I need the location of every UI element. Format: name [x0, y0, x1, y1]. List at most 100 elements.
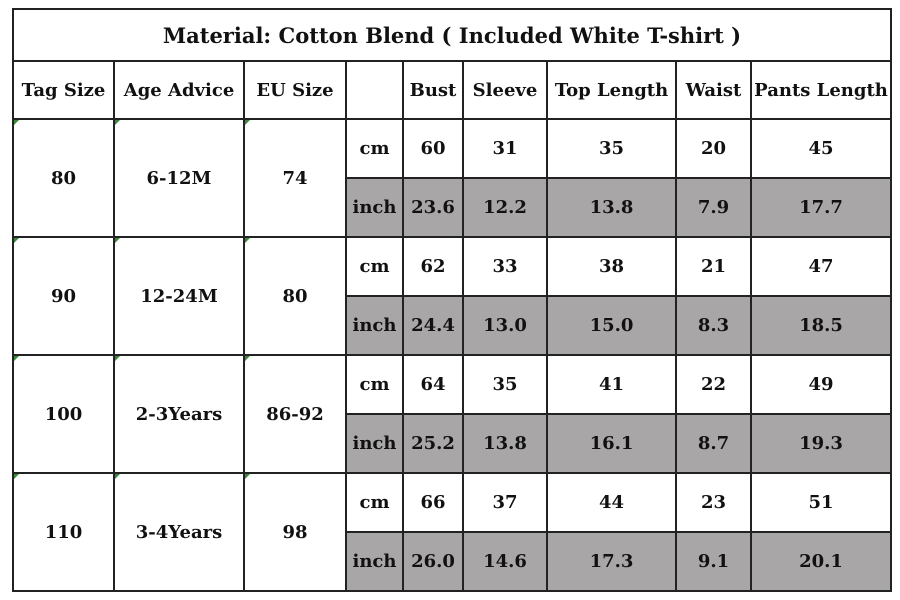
tag-size-cell: 100 [12, 354, 115, 474]
header-waist: Waist [675, 60, 752, 120]
size-chart-table: Material: Cotton Blend ( Included White … [12, 8, 892, 592]
bust-value: 24.4 [402, 295, 464, 356]
sleeve-value: 13.8 [462, 413, 548, 474]
tag-size-cell: 80 [12, 118, 115, 238]
top-length-value: 44 [546, 472, 677, 533]
sleeve-value: 37 [462, 472, 548, 533]
corner-mark-icon [246, 357, 250, 361]
eu-size-cell: 80 [243, 236, 347, 356]
pants-length-value: 45 [750, 118, 892, 179]
age-advice-value: 2-3Years [135, 403, 223, 425]
table-row: inch 25.2 13.8 16.1 8.7 19.3 [13, 413, 892, 474]
bust-value: 25.2 [402, 413, 464, 474]
bust-value: 23.6 [402, 177, 464, 238]
unit-cm: cm [345, 118, 404, 179]
corner-mark-icon [116, 357, 120, 361]
pants-length-value: 18.5 [750, 295, 892, 356]
top-length-value: 41 [546, 354, 677, 415]
waist-value: 20 [675, 118, 752, 179]
corner-mark-icon [15, 475, 19, 479]
eu-size-value: 98 [282, 521, 308, 543]
tag-size-value: 90 [50, 285, 77, 307]
corner-mark-icon [116, 239, 120, 243]
eu-size-value: 80 [282, 285, 308, 307]
top-length-value: 16.1 [546, 413, 677, 474]
unit-cm: cm [345, 236, 404, 297]
pants-length-value: 20.1 [750, 531, 892, 592]
bust-value: 64 [402, 354, 464, 415]
header-top-length: Top Length [546, 60, 677, 120]
bust-value: 60 [402, 118, 464, 179]
waist-value: 23 [675, 472, 752, 533]
eu-size-value: 74 [282, 167, 308, 189]
tag-size-value: 80 [50, 167, 77, 189]
pants-length-value: 51 [750, 472, 892, 533]
pants-length-value: 47 [750, 236, 892, 297]
unit-inch: inch [345, 531, 404, 592]
age-advice-value: 3-4Years [135, 521, 223, 543]
table-row: inch 26.0 14.6 17.3 9.1 20.1 [13, 531, 892, 592]
header-sleeve: Sleeve [462, 60, 548, 120]
top-length-value: 17.3 [546, 531, 677, 592]
sleeve-value: 31 [462, 118, 548, 179]
header-pants-length: Pants Length [750, 60, 892, 120]
eu-size-value: 86-92 [266, 403, 324, 425]
tag-size-cell: 90 [12, 236, 115, 356]
waist-value: 21 [675, 236, 752, 297]
table-row: inch 23.6 12.2 13.8 7.9 17.7 [13, 177, 892, 238]
eu-size-cell: 98 [243, 472, 347, 592]
header-eu-size: EU Size [243, 60, 347, 120]
eu-size-cell: 86-92 [243, 354, 347, 474]
tag-size-cell: 110 [12, 472, 115, 592]
age-advice-cell: 6-12M [113, 118, 245, 238]
eu-size-cell: 74 [243, 118, 347, 238]
corner-mark-icon [246, 239, 250, 243]
pants-length-value: 17.7 [750, 177, 892, 238]
sleeve-value: 35 [462, 354, 548, 415]
table-row: 100 2-3Years 86-92 cm 64 35 41 22 49 [12, 354, 892, 474]
pants-length-value: 19.3 [750, 413, 892, 474]
sleeve-value: 33 [462, 236, 548, 297]
top-length-value: 15.0 [546, 295, 677, 356]
table-row: inch 24.4 13.0 15.0 8.3 18.5 [13, 295, 892, 356]
corner-mark-icon [116, 121, 120, 125]
waist-value: 7.9 [675, 177, 752, 238]
tag-size-value: 100 [44, 403, 83, 425]
age-advice-cell: 3-4Years [113, 472, 245, 592]
header-bust: Bust [402, 60, 464, 120]
waist-value: 9.1 [675, 531, 752, 592]
corner-mark-icon [246, 121, 250, 125]
corner-mark-icon [15, 239, 19, 243]
table-row: 90 12-24M 80 cm 62 33 38 21 47 [12, 236, 892, 356]
top-length-value: 35 [546, 118, 677, 179]
table-row: 110 3-4Years 98 cm 66 37 44 23 51 [12, 472, 892, 592]
unit-inch: inch [345, 413, 404, 474]
unit-inch: inch [345, 177, 404, 238]
table-row: 80 6-12M 74 cm 60 31 35 20 45 [12, 118, 892, 238]
unit-cm: cm [345, 472, 404, 533]
waist-value: 8.7 [675, 413, 752, 474]
pants-length-value: 49 [750, 354, 892, 415]
unit-inch: inch [345, 295, 404, 356]
sleeve-value: 14.6 [462, 531, 548, 592]
corner-mark-icon [246, 475, 250, 479]
waist-value: 22 [675, 354, 752, 415]
waist-value: 8.3 [675, 295, 752, 356]
unit-cm: cm [345, 354, 404, 415]
corner-mark-icon [15, 357, 19, 361]
age-advice-cell: 2-3Years [113, 354, 245, 474]
sleeve-value: 12.2 [462, 177, 548, 238]
corner-mark-icon [15, 121, 19, 125]
corner-mark-icon [116, 475, 120, 479]
bust-value: 66 [402, 472, 464, 533]
top-length-value: 38 [546, 236, 677, 297]
tag-size-value: 110 [44, 521, 83, 543]
age-advice-cell: 12-24M [113, 236, 245, 356]
age-advice-value: 6-12M [146, 167, 212, 189]
header-row: Tag Size Age Advice EU Size Bust Sleeve … [12, 60, 892, 120]
header-tag-size: Tag Size [12, 60, 115, 120]
size-chart-container: Material: Cotton Blend ( Included White … [12, 8, 892, 592]
age-advice-value: 12-24M [140, 285, 218, 307]
bust-value: 62 [402, 236, 464, 297]
header-unit [345, 60, 404, 120]
